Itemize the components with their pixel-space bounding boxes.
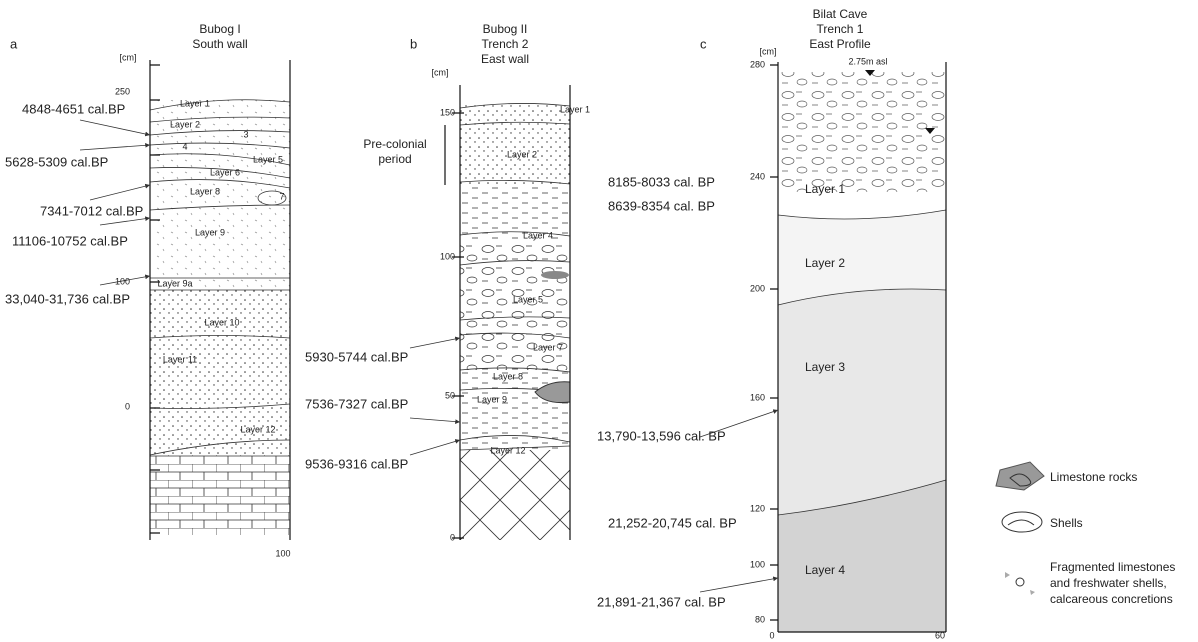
tick-label: 120 [750, 503, 765, 513]
legend-label: Fragmented limestones [1050, 560, 1175, 574]
legend-icons [996, 462, 1044, 595]
tick-label: 280 [750, 59, 765, 69]
legend-label: Shells [1050, 516, 1083, 530]
layer-label: Layer 8 [493, 371, 523, 381]
panel-title: Trench 2 [482, 37, 529, 51]
tick-label: 200 [750, 283, 765, 293]
layer-label: Layer 2 [805, 256, 845, 270]
layer-label: Layer 9 [195, 227, 225, 237]
axis-unit: [cm] [120, 52, 137, 62]
layer-label: Layer 4 [523, 230, 553, 240]
x-tick-label: 100 [275, 548, 290, 558]
date-label: 13,790-13,596 cal. BP [597, 428, 726, 443]
tick-label: 100 [750, 559, 765, 569]
date-label: 33,040-31,736 cal.BP [5, 291, 130, 306]
layer-label: Layer 10 [204, 317, 239, 327]
date-label: 4848-4651 cal.BP [22, 101, 125, 116]
date-label: 5628-5309 cal.BP [5, 154, 108, 169]
layer-label: Layer 12 [240, 424, 275, 434]
panel-c-drawing [770, 62, 946, 632]
panel-title: South wall [192, 37, 247, 51]
period-label: Pre-colonial [363, 137, 426, 151]
layer-label: Layer 5 [513, 294, 543, 304]
elevation-label: 2.75m asl [848, 56, 887, 66]
layer-label: Layer 1 [560, 104, 590, 114]
date-label: 9536-9316 cal.BP [305, 456, 408, 471]
x-tick-label: 0 [769, 630, 774, 640]
panel-title: Bilat Cave [813, 7, 868, 21]
tick-label: 0 [450, 532, 455, 542]
panel-title: Bubog II [483, 22, 528, 36]
legend-label: and freshwater shells, [1050, 576, 1167, 590]
layer-label: Layer 12 [490, 445, 525, 455]
tick-label: 80 [755, 614, 765, 624]
date-label: 8185-8033 cal. BP [608, 174, 715, 189]
figure: a Bubog ISouth wall [cm] 250 100 0 Layer 1 Laye… [0, 0, 1198, 642]
tick-label: 240 [750, 171, 765, 181]
layer-label: Layer 1 [805, 182, 845, 196]
x-tick-label: 60 [935, 630, 945, 640]
panel-letter: a [10, 36, 18, 51]
layer-label: 3 [243, 129, 248, 139]
tick-label: 160 [750, 392, 765, 402]
tick-label: 50 [445, 390, 455, 400]
axis-unit: [cm] [432, 67, 449, 77]
layer-label: Layer 2 [507, 149, 537, 159]
layer-label: Layer 9a [157, 278, 192, 288]
layer-label: Layer 3 [805, 360, 845, 374]
period-label: period [378, 152, 411, 166]
tick-label: 100 [115, 276, 130, 286]
layer-label: Layer 9 [477, 394, 507, 404]
tick-label: 100 [440, 251, 455, 261]
date-label: 21,891-21,367 cal. BP [597, 594, 726, 609]
layer-label: Layer 1 [180, 98, 210, 108]
date-label: 5930-5744 cal.BP [305, 349, 408, 364]
layer-label: Layer 8 [190, 186, 220, 196]
layer-label: Layer 6 [210, 167, 240, 177]
layer-label: Layer 2 [170, 119, 200, 129]
tick-label: 150 [440, 107, 455, 117]
panel-a-drawing [150, 60, 290, 540]
panel-title: Trench 1 [817, 22, 864, 36]
date-label: 21,252-20,745 cal. BP [608, 515, 737, 530]
layer-label: Layer 4 [805, 563, 845, 577]
panel-letter: b [410, 36, 417, 51]
panel-title: East wall [481, 52, 529, 66]
tick-label: 0 [125, 401, 130, 411]
page: {"panels":[ {"letter":"a","title":["Bubo… [0, 0, 1198, 642]
axis-unit: [cm] [760, 46, 777, 56]
tick-label: 250 [115, 86, 130, 96]
date-label: 7536-7327 cal.BP [305, 396, 408, 411]
layer-label: Layer 11 [163, 354, 197, 364]
panel-letter: c [700, 36, 707, 51]
panel-title: Bubog I [199, 22, 240, 36]
panel-title: East Profile [809, 37, 871, 51]
date-label: 8639-8354 cal. BP [608, 198, 715, 213]
layer-label: 4 [182, 141, 187, 151]
layer-label: Layer 7 [533, 342, 563, 352]
date-label: 11106-10752 cal.BP [12, 233, 128, 248]
date-label: 7341-7012 cal.BP [40, 203, 143, 218]
layer-label: Layer 5 [253, 154, 283, 164]
legend-label: Limestone rocks [1050, 470, 1137, 484]
layer-label: 7 [279, 191, 284, 201]
legend-label: calcareous concretions [1050, 592, 1173, 606]
